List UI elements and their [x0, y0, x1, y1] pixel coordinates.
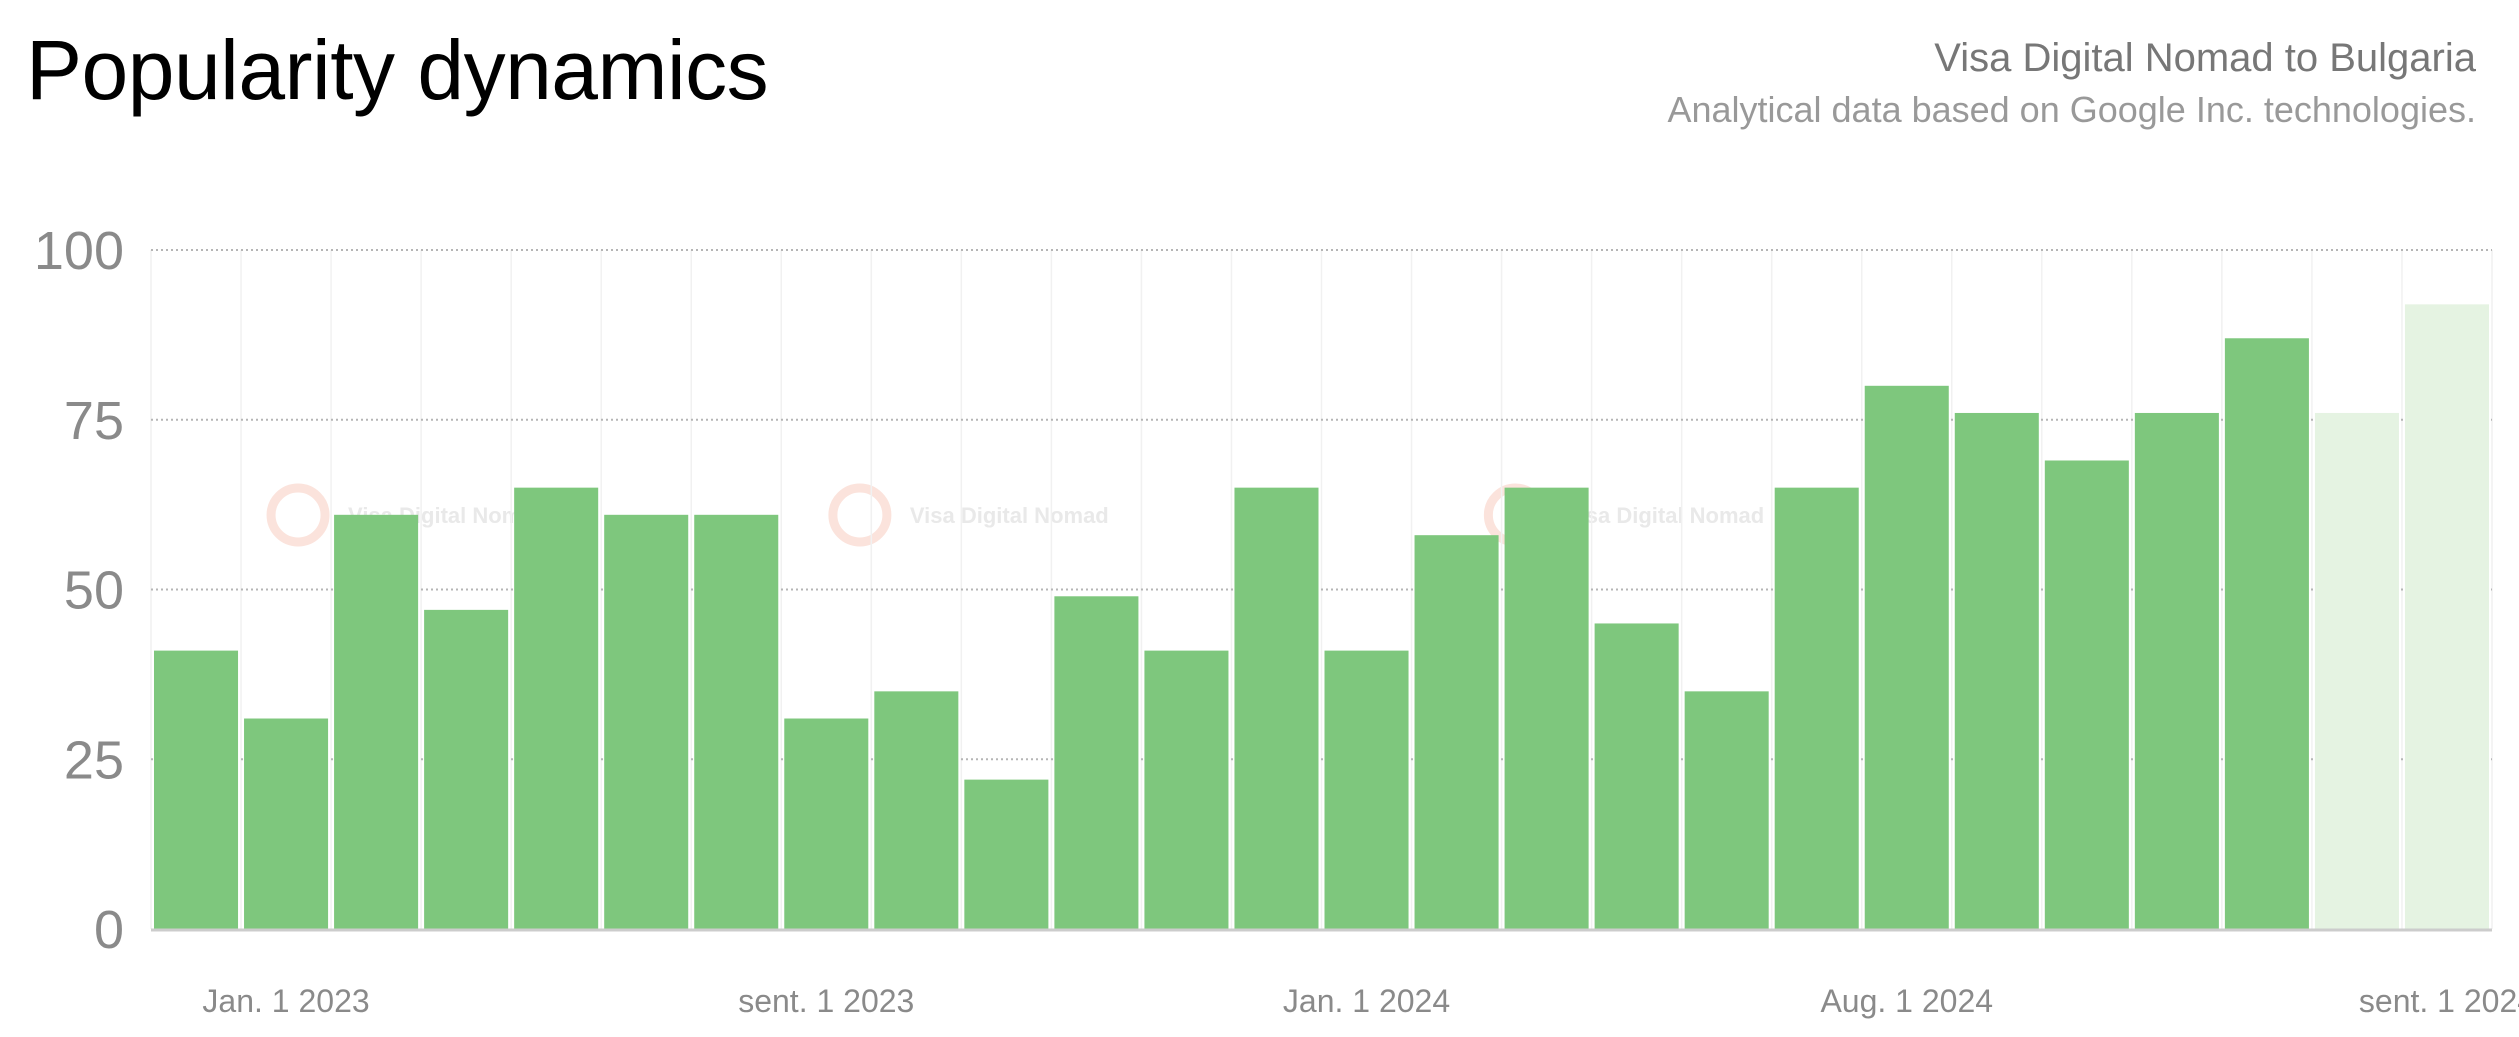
- bar: [784, 718, 869, 929]
- bar: [604, 514, 689, 929]
- bar: [1774, 487, 1859, 929]
- bar: [2224, 338, 2309, 929]
- chart-title: Popularity dynamics: [26, 23, 769, 117]
- subtitle-topic: Visa Digital Nomad to Bulgaria: [1934, 36, 2476, 80]
- bar: [874, 691, 959, 929]
- bar: [1504, 487, 1589, 929]
- watermark: Visa Digital Nomad: [828, 483, 1109, 547]
- bar: [334, 514, 419, 929]
- forecast-bar: [2404, 304, 2489, 929]
- bar: [514, 487, 599, 929]
- forecast-bar: [2314, 412, 2399, 930]
- y-tick-label: 50: [64, 561, 124, 621]
- bar: [1144, 650, 1229, 929]
- bars: [154, 304, 2489, 930]
- bar: [154, 650, 239, 929]
- y-tick-label: 25: [64, 730, 124, 790]
- bar: [1594, 623, 1679, 929]
- bar: [1864, 385, 1949, 929]
- axes: 0 25 50 75 100 Jan. 1 2023 sent. 1 2023 Jan. 1 …: [34, 221, 2519, 1019]
- y-tick-label: 0: [94, 900, 124, 960]
- x-tick-label: Aug. 1 2024: [1820, 983, 1993, 1019]
- subtitle-source: Analytical data based on Google Inc. tec…: [1667, 89, 2476, 130]
- gridlines: [150, 249, 2493, 929]
- x-tick-label: sent. 1 2024: [2359, 983, 2519, 1019]
- bar: [2134, 412, 2219, 930]
- y-tick-label: 100: [34, 221, 124, 281]
- bar: [1234, 487, 1319, 929]
- bar: [1414, 535, 1499, 929]
- bar: [244, 718, 329, 929]
- x-tick-label: sent. 1 2023: [738, 983, 914, 1019]
- y-tick-label: 75: [64, 391, 124, 451]
- watermark-text: Visa Digital Nomad: [910, 503, 1109, 528]
- bar: [1054, 596, 1139, 929]
- chart-subtitle: Visa Digital Nomad to Bulgaria Analytica…: [1667, 32, 2476, 136]
- bar: [424, 609, 509, 929]
- bar: [1684, 691, 1769, 929]
- bar: [964, 779, 1049, 929]
- nomad-logo-icon: [266, 483, 330, 547]
- watermark-text: Visa Digital Nomad: [1565, 503, 1764, 528]
- nomad-logo-icon: [828, 483, 892, 547]
- bar: [2044, 460, 2129, 929]
- bar: [1954, 412, 2039, 930]
- bar: [1324, 650, 1409, 929]
- x-tick-label: Jan. 1 2024: [1283, 983, 1450, 1019]
- x-tick-label: Jan. 1 2023: [202, 983, 369, 1019]
- bar: [694, 514, 779, 929]
